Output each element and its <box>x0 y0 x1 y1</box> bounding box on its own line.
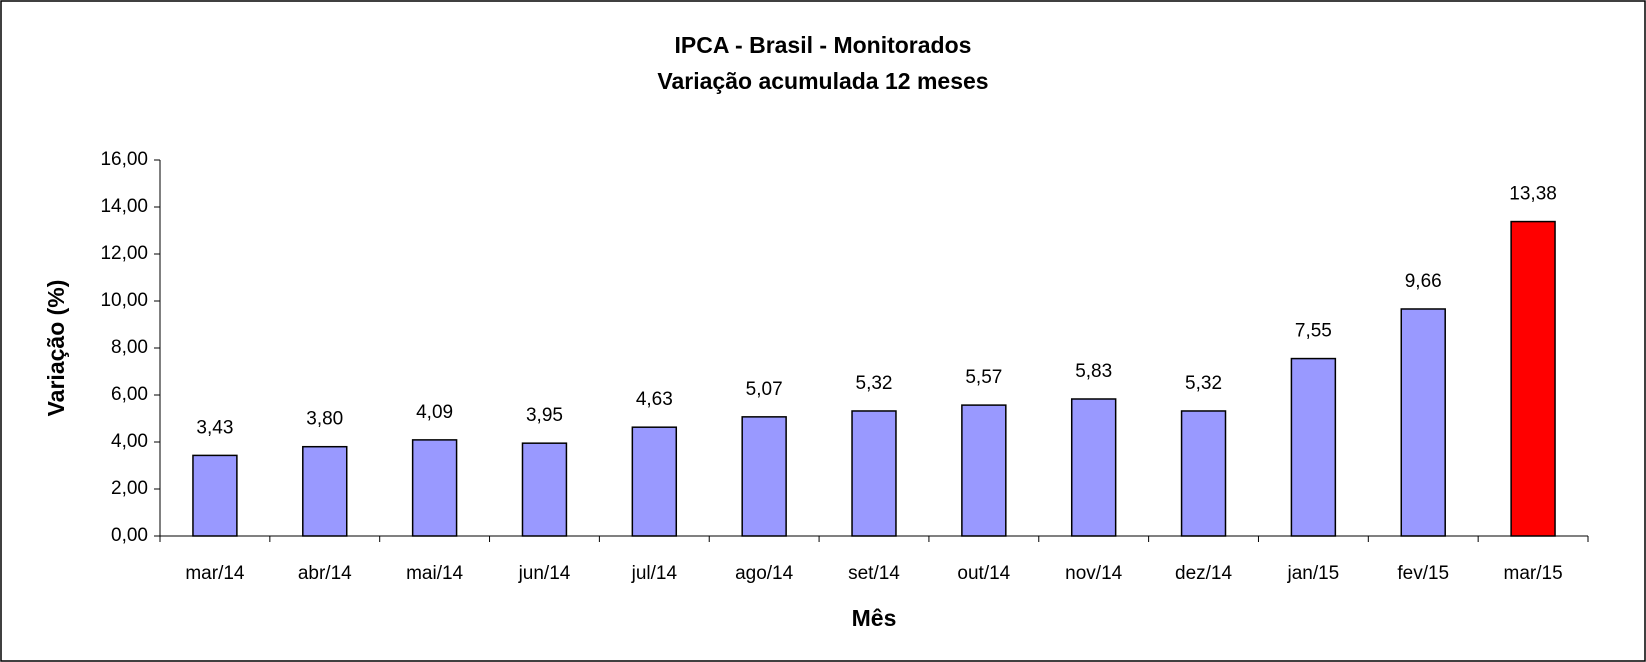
y-tick-label: 2,00 <box>111 478 148 499</box>
bar <box>1070 398 1117 537</box>
bar <box>741 416 787 537</box>
value-label: 7,55 <box>1295 321 1332 342</box>
value-label: 5,32 <box>856 373 893 394</box>
y-tick-label: 8,00 <box>111 337 148 358</box>
bar <box>192 454 238 537</box>
bar <box>1180 410 1227 537</box>
value-label: 3,43 <box>196 417 233 438</box>
bar <box>411 439 458 537</box>
x-tick-label: fev/15 <box>1397 563 1449 584</box>
bar <box>631 426 678 537</box>
x-tick-label: dez/14 <box>1175 563 1232 584</box>
value-label: 5,32 <box>1185 373 1222 394</box>
x-tick-label: jul/14 <box>631 563 678 584</box>
x-axis-title: Mês <box>852 605 897 631</box>
x-tick-label: nov/14 <box>1065 563 1122 584</box>
x-tick-label: out/14 <box>957 563 1010 584</box>
x-tick-label: mar/15 <box>1504 563 1563 584</box>
y-tick-label: 10,00 <box>100 290 148 311</box>
x-tick-label: jan/15 <box>1286 563 1339 584</box>
y-tick-label: 14,00 <box>100 196 148 217</box>
value-label: 13,38 <box>1509 184 1557 205</box>
x-tick-label: set/14 <box>848 563 900 584</box>
bar <box>1400 308 1446 537</box>
bar <box>521 442 568 537</box>
value-label: 3,95 <box>526 405 563 426</box>
value-label: 5,57 <box>965 367 1002 388</box>
x-tick-label: mar/14 <box>185 563 245 584</box>
x-tick-label: jun/14 <box>518 563 571 584</box>
bar <box>302 445 348 537</box>
y-tick-label: 6,00 <box>111 384 148 405</box>
y-tick-label: 12,00 <box>100 243 148 264</box>
y-tick-label: 4,00 <box>111 431 148 452</box>
value-label: 5,83 <box>1075 361 1112 382</box>
y-axis-title: Variação (%) <box>43 280 69 417</box>
x-tick-label: ago/14 <box>735 563 794 584</box>
y-tick-label: 16,00 <box>100 149 148 170</box>
bar <box>961 404 1007 537</box>
x-tick-label: abr/14 <box>298 563 352 584</box>
value-label: 5,07 <box>746 379 783 400</box>
value-label: 9,66 <box>1405 271 1442 292</box>
bar <box>1290 357 1337 537</box>
y-tick-label: 0,00 <box>111 525 148 546</box>
bar <box>1510 220 1556 537</box>
chart-title: IPCA - Brasil - Monitorados <box>675 32 972 58</box>
value-label: 3,80 <box>306 409 343 430</box>
chart-subtitle: Variação acumulada 12 meses <box>657 68 988 94</box>
value-label: 4,63 <box>636 389 673 410</box>
bar <box>851 410 897 537</box>
x-tick-label: mai/14 <box>406 563 463 584</box>
value-label: 4,09 <box>416 402 453 423</box>
